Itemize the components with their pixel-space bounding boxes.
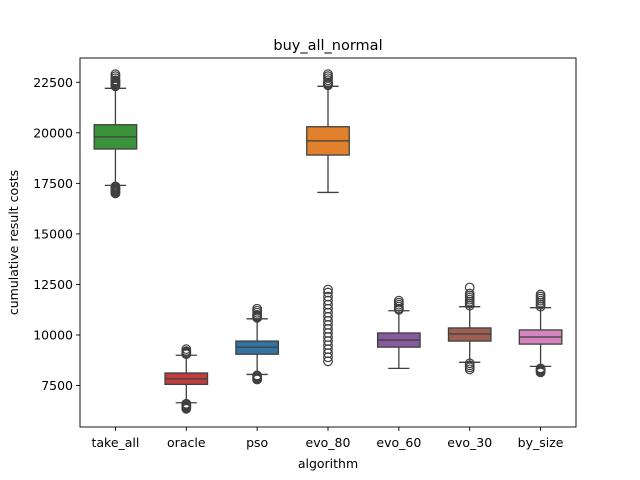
plot-area [93, 69, 563, 414]
outlier-point [535, 289, 546, 300]
x-tick-label: take_all [91, 435, 139, 450]
box-group-oracle [164, 344, 209, 414]
box-group-take_all [93, 69, 138, 199]
box-group-evo_80 [306, 69, 350, 367]
outlier-point [252, 303, 263, 314]
x-tick-label: evo_80 [306, 435, 351, 450]
outlier-point [393, 295, 404, 306]
outlier-point [181, 344, 192, 355]
y-tick-label: 20000 [33, 125, 73, 140]
outlier-point [110, 69, 121, 80]
y-tick-label: 15000 [33, 226, 73, 241]
box-group-pso [235, 303, 280, 385]
outlier-point [464, 282, 475, 293]
y-tick-label: 7500 [41, 378, 73, 393]
y-tick-label: 22500 [33, 75, 73, 90]
outlier-point [535, 363, 546, 374]
outlier-point [323, 69, 333, 80]
outlier-point [464, 358, 475, 369]
x-axis-label: algorithm [298, 456, 358, 471]
chart-title: buy_all_normal [273, 38, 382, 54]
y-tick-label: 10000 [33, 328, 73, 343]
outlier-point [181, 398, 192, 409]
box-group-evo_60 [376, 295, 421, 370]
box-group-evo_30 [447, 282, 492, 375]
x-tick-label: evo_30 [447, 435, 492, 450]
outlier-point [323, 284, 333, 295]
outlier-point [323, 291, 333, 302]
y-axis: 7500 10000 12500 15000 17500 20000 22500 [33, 75, 80, 393]
outlier-point [110, 181, 121, 192]
y-axis-label: cumulative result costs [6, 170, 21, 315]
y-tick-label: 12500 [33, 277, 73, 292]
x-tick-label: by_size [518, 435, 564, 450]
x-axis: take_all oracle pso evo_80 evo_60 evo_30 by_si… [91, 427, 564, 450]
y-tick-label: 17500 [33, 176, 73, 191]
outlier-point [252, 370, 263, 381]
box-group-by_size [518, 289, 563, 378]
x-tick-label: pso [246, 435, 268, 450]
x-tick-label: evo_60 [376, 435, 421, 450]
outlier-point [464, 288, 475, 299]
x-tick-label: oracle [167, 435, 206, 450]
outlier-point [323, 287, 333, 298]
